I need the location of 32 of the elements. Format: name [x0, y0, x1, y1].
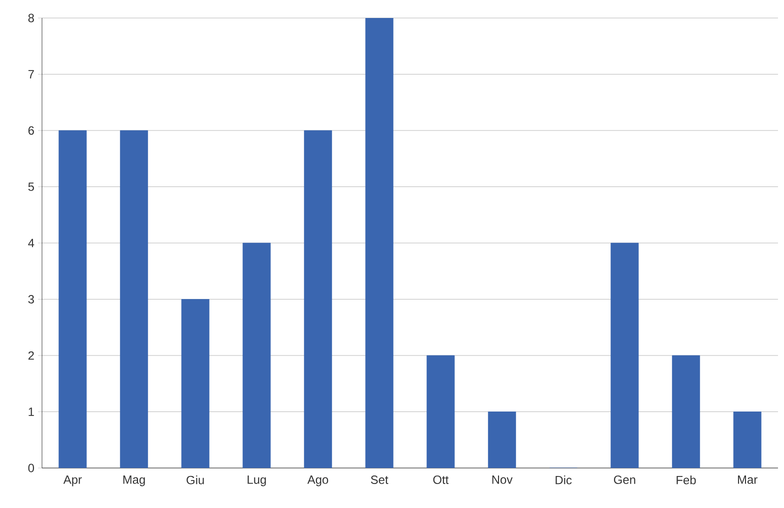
bar — [120, 130, 148, 468]
y-tick-label: 6 — [28, 126, 34, 135]
y-tick-label: 1 — [28, 408, 34, 416]
x-tick-label: Apr — [63, 476, 82, 486]
x-tick-label: Lug — [248, 476, 266, 486]
bar — [304, 130, 332, 468]
y-tick-label: 4 — [28, 238, 34, 248]
bar — [365, 18, 394, 468]
bar — [488, 412, 516, 468]
y-tick-label: 8 — [28, 14, 34, 22]
bar — [426, 355, 455, 468]
y-tick-label: 3 — [28, 295, 34, 304]
x-tick-label: Gen — [614, 476, 636, 484]
y-tick-label: 5 — [28, 182, 34, 191]
bar — [58, 130, 87, 468]
x-tick-label: Giu — [186, 476, 204, 484]
x-tick-label: Dic — [556, 476, 572, 484]
bar — [672, 355, 700, 468]
y-tick-label: 0 — [28, 464, 34, 472]
x-tick-label: Feb — [676, 476, 696, 484]
x-tick-label: Nov — [492, 476, 513, 484]
x-tick-label: Mar — [738, 476, 758, 484]
bar — [733, 412, 762, 468]
y-tick-label: 7 — [28, 70, 34, 78]
bar — [242, 242, 271, 468]
bar — [181, 299, 210, 468]
x-tick-label: Ago — [307, 476, 328, 486]
x-tick-label: Set — [370, 476, 388, 484]
x-tick-label: Ott — [433, 476, 449, 484]
y-tick-label: 2 — [28, 351, 34, 360]
x-tick-label: Mag — [123, 476, 145, 486]
bar — [610, 242, 639, 468]
